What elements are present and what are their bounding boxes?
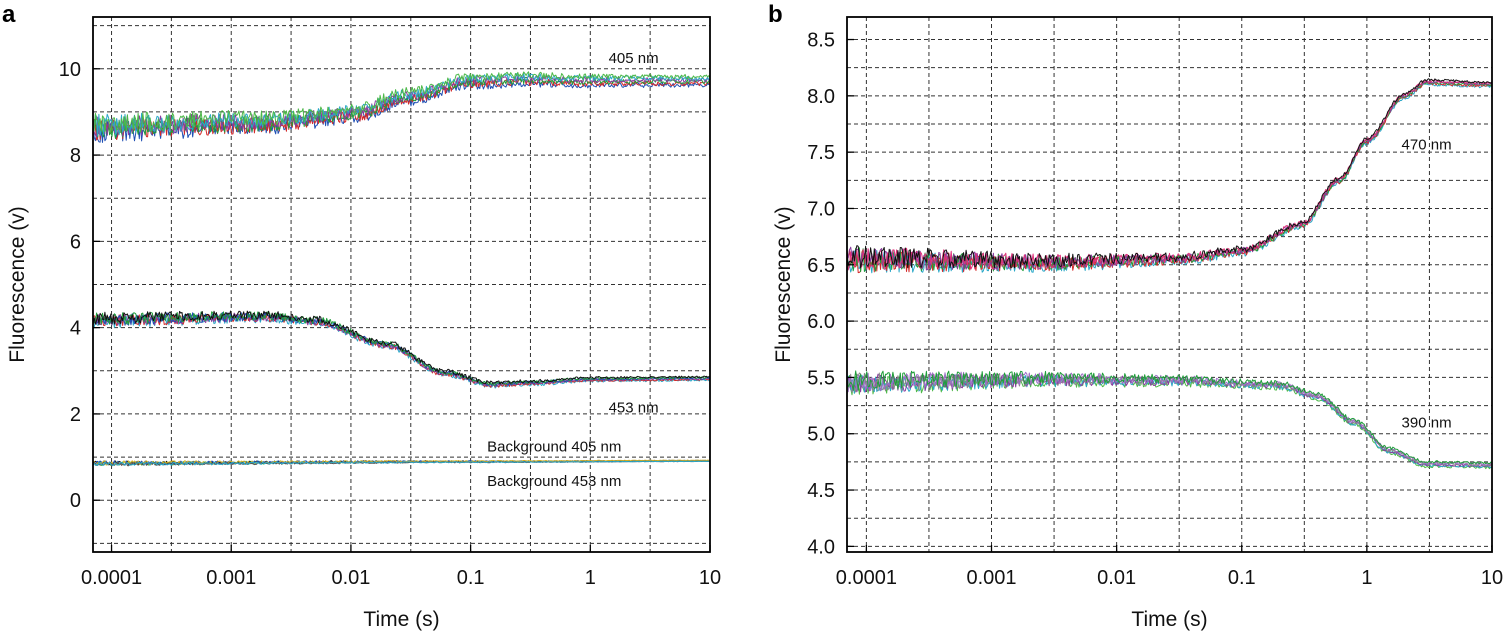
x-axis-title: Time (s)	[363, 608, 439, 631]
trace-background-453-nm-2	[92, 460, 710, 466]
y-tick-label: 2	[70, 404, 81, 426]
x-tick-label: 10	[699, 567, 721, 589]
trace-390-nm-6	[846, 370, 1493, 465]
x-tick-label: 0.0001	[836, 567, 897, 589]
y-tick-label: 4.5	[807, 480, 835, 502]
panel-b-plot-frame	[846, 16, 1493, 553]
y-tick-label: 6	[70, 231, 81, 253]
annotation-405-nm: 405 nm	[609, 50, 659, 67]
trace-405-nm-6	[92, 71, 711, 134]
x-tick-label: 0.001	[966, 567, 1016, 589]
y-tick-label: 10	[59, 59, 81, 81]
y-tick-label: 7.5	[807, 142, 835, 164]
y-tick-label: 8.5	[807, 30, 835, 52]
trace-405-nm-3	[92, 76, 711, 139]
trace-background-405-nm-4	[92, 459, 711, 466]
y-tick-label: 0	[70, 490, 81, 512]
trace-390-nm-2	[846, 374, 1493, 469]
annotation-453-nm: 453 nm	[609, 399, 659, 416]
panel-b-gridlines	[847, 17, 1492, 552]
trace-405-nm-5	[92, 73, 711, 137]
trace-470-nm-3	[846, 81, 1493, 273]
x-tick-label: 0.1	[1228, 567, 1256, 589]
x-tick-label: 0.01	[331, 567, 370, 589]
y-tick-label: 5.5	[807, 367, 835, 389]
y-axis-title: Fluorescence (v)	[772, 206, 795, 362]
x-tick-label: 0.1	[457, 567, 485, 589]
x-tick-label: 0.001	[206, 567, 256, 589]
trace-470-nm-4	[846, 80, 1493, 271]
trace-453-nm-4	[92, 311, 711, 387]
y-axis-title: Fluorescence (v)	[6, 206, 29, 362]
panel-b-labels: 0.0001 0.001 0.01 0.1 1 10 4.0 4.5 5.0 5.5 6.0 6.5 7…	[772, 30, 1503, 631]
y-tick-label: 5.0	[807, 424, 835, 446]
panel-label-a: a	[2, 1, 16, 28]
annotation-470-nm: 470 nm	[1402, 136, 1452, 153]
trace-390-nm-1	[846, 375, 1493, 470]
x-tick-label: 1	[1361, 567, 1372, 589]
trace-470-nm-5	[846, 79, 1493, 271]
trace-405-nm-2	[92, 78, 711, 141]
trace-470-nm-2	[846, 81, 1493, 274]
x-tick-label: 10	[1481, 567, 1503, 589]
trace-470-nm-6	[846, 78, 1493, 269]
panel-a-ticks	[93, 68, 711, 552]
panel-b-traces	[846, 78, 1493, 470]
panel-a-chart: 0.0001 0.001 0.01 0.1 1 10 0 2 4 6 8 10 Time (s) Fluo…	[6, 16, 721, 631]
annotation-390-nm: 390 nm	[1402, 414, 1452, 431]
annotation-background-453-nm: Background 453 nm	[487, 473, 621, 490]
y-tick-label: 4	[70, 318, 81, 340]
y-tick-label: 4.0	[807, 536, 835, 558]
annotation-background-405-nm: Background 405 nm	[487, 438, 621, 455]
y-tick-label: 7.0	[807, 198, 835, 220]
panel-a-gridlines	[93, 17, 710, 552]
y-tick-label: 6.5	[807, 255, 835, 277]
trace-453-nm-6	[92, 310, 710, 385]
trace-470-nm-1	[846, 83, 1493, 274]
x-tick-label: 0.01	[1097, 567, 1136, 589]
x-axis-title: Time (s)	[1131, 608, 1207, 631]
panel-a-traces	[92, 71, 711, 467]
y-tick-label: 8	[70, 145, 81, 167]
panel-label-b: b	[768, 1, 783, 28]
x-tick-label: 1	[585, 567, 596, 589]
x-tick-label: 0.0001	[81, 567, 142, 589]
y-tick-label: 6.0	[807, 311, 835, 333]
panel-a-labels: 0.0001 0.001 0.01 0.1 1 10 0 2 4 6 8 10 Time (s) Fluo…	[6, 50, 721, 631]
panel-b-ticks	[847, 38, 1493, 552]
y-tick-label: 8.0	[807, 86, 835, 108]
panel-b-chart: 0.0001 0.001 0.01 0.1 1 10 4.0 4.5 5.0 5.5 6.0 6.5 7…	[772, 16, 1503, 631]
trace-453-nm-5	[92, 311, 711, 386]
trace-390-nm-3	[846, 373, 1493, 468]
panel-a-plot-frame	[92, 16, 711, 553]
